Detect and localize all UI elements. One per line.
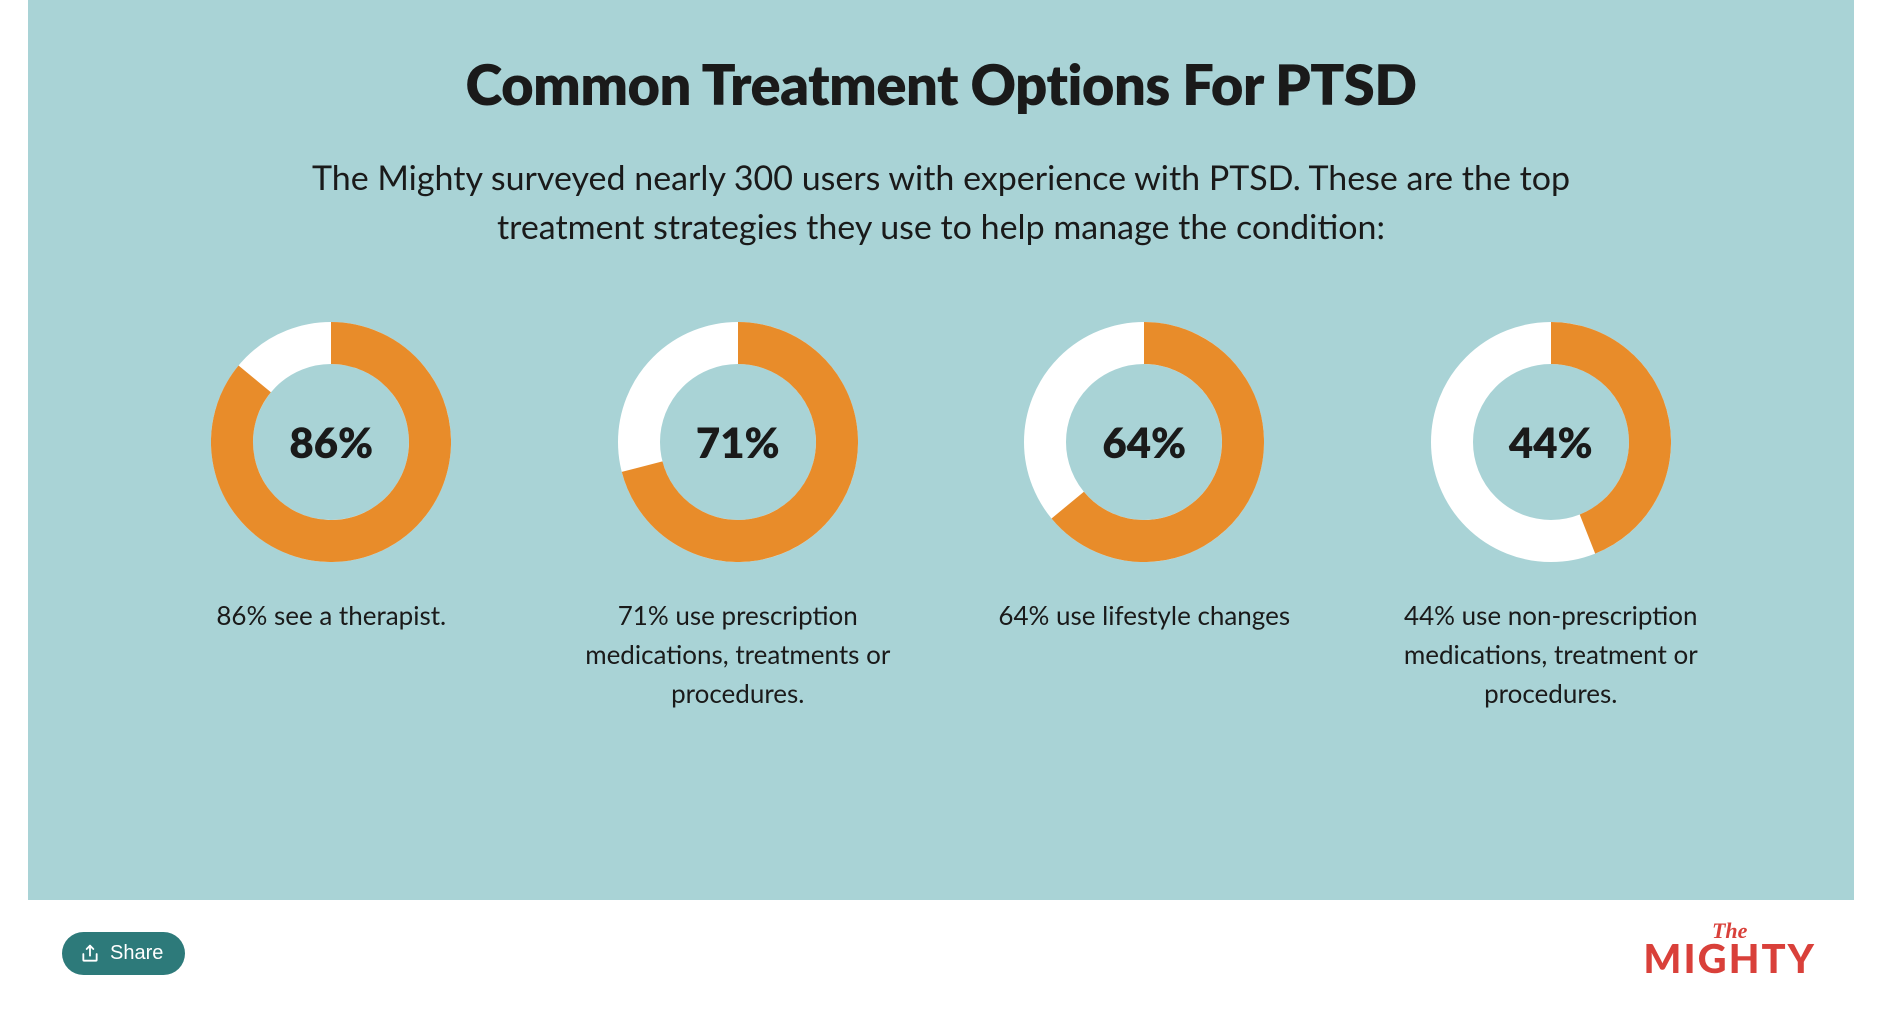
donut-therapist: 86% 86% see a therapist. [148,322,515,713]
donut-center-label: 71% [618,322,858,562]
donut-caption: 44% use non-prescription medications, tr… [1371,596,1731,713]
donut-caption: 86% see a therapist. [216,596,446,635]
donut-lifestyle: 64% 64% use lifestyle changes [961,322,1328,713]
donut-center-label: 64% [1024,322,1264,562]
share-button-label: Share [110,942,163,965]
donut-caption: 64% use lifestyle changes [998,596,1290,635]
donut-prescription: 71% 71% use prescription medications, tr… [555,322,922,713]
page-title: Common Treatment Options For PTSD [88,50,1794,117]
donut-chart: 64% [1024,322,1264,562]
main-panel: Common Treatment Options For PTSD The Mi… [28,0,1854,900]
share-button[interactable]: Share [62,932,185,975]
donut-nonprescription: 44% 44% use non-prescription medications… [1368,322,1735,713]
donut-center-label: 86% [211,322,451,562]
donut-chart: 71% [618,322,858,562]
brand-logo: The MIGHTY [1643,922,1816,975]
brand-name-text: MIGHTY [1643,941,1816,975]
footer-bar: Share The MIGHTY [28,900,1854,1020]
donut-chart: 44% [1431,322,1671,562]
page-subtitle: The Mighty surveyed nearly 300 users wit… [241,153,1641,252]
donut-chart: 86% [211,322,451,562]
donut-center-label: 44% [1431,322,1671,562]
donut-caption: 71% use prescription medications, treatm… [558,596,918,713]
infographic-canvas: Common Treatment Options For PTSD The Mi… [0,0,1882,1020]
share-icon [80,944,100,964]
donut-row: 86% 86% see a therapist. 71% 71% use pre… [148,322,1734,713]
